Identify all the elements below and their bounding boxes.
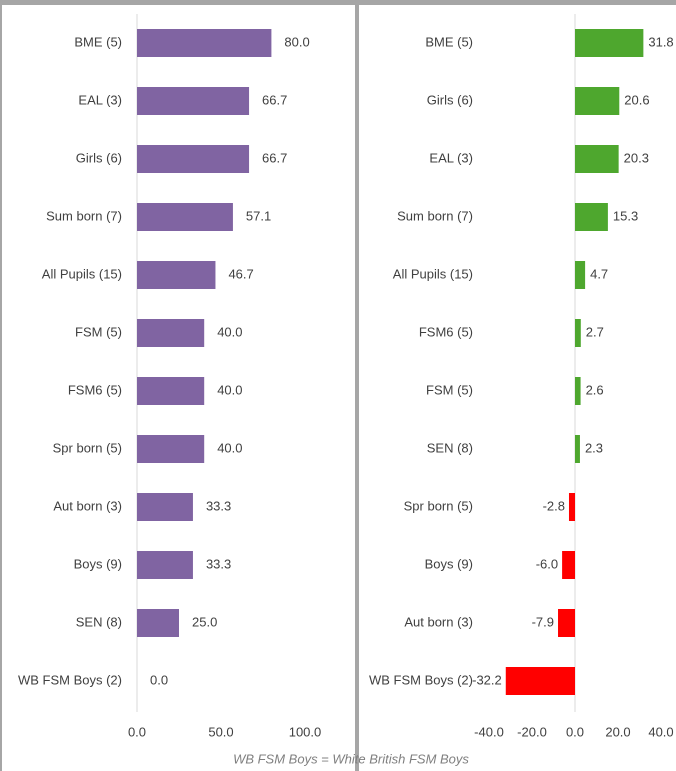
x-tick-label: -40.0 — [474, 724, 504, 739]
left-border — [0, 0, 2, 771]
bar — [137, 319, 205, 347]
bar — [137, 609, 179, 637]
value-label: -2.8 — [543, 498, 565, 513]
category-label: Spr born (5) — [53, 440, 122, 455]
category-label: EAL (3) — [78, 92, 122, 107]
value-label: 66.7 — [262, 150, 287, 165]
value-label: -7.9 — [532, 614, 554, 629]
value-label: 40.0 — [217, 382, 242, 397]
x-tick-label: -20.0 — [517, 724, 547, 739]
bar — [575, 87, 620, 115]
category-label: EAL (3) — [429, 150, 473, 165]
bar — [562, 551, 575, 579]
bar — [137, 551, 193, 579]
value-label: 20.6 — [624, 92, 649, 107]
value-label: 66.7 — [262, 92, 287, 107]
bar — [137, 145, 250, 173]
value-label: 4.7 — [590, 266, 608, 281]
bar — [505, 667, 575, 695]
value-label: 80.0 — [284, 34, 309, 49]
category-label: FSM (5) — [426, 382, 473, 397]
category-label: Boys (9) — [425, 556, 473, 571]
value-label: -32.2 — [472, 672, 502, 687]
value-label: 57.1 — [246, 208, 271, 223]
category-label: Aut born (3) — [53, 498, 122, 513]
footnote: WB FSM Boys = White British FSM Boys — [233, 751, 469, 766]
value-label: 25.0 — [192, 614, 217, 629]
category-label: SEN (8) — [76, 614, 122, 629]
bar — [137, 493, 193, 521]
value-label: 46.7 — [228, 266, 253, 281]
bar — [575, 377, 581, 405]
category-label: Boys (9) — [74, 556, 122, 571]
x-tick-label: 0.0 — [566, 724, 584, 739]
value-label: 33.3 — [206, 498, 231, 513]
value-label: 2.6 — [586, 382, 604, 397]
category-label: Girls (6) — [76, 150, 122, 165]
category-label: Girls (6) — [427, 92, 473, 107]
bar — [137, 377, 205, 405]
category-label: All Pupils (15) — [42, 266, 122, 281]
bar — [575, 203, 608, 231]
x-tick-label: 40.0 — [648, 724, 673, 739]
bar — [137, 435, 205, 463]
x-tick-label: 20.0 — [605, 724, 630, 739]
category-label: FSM6 (5) — [419, 324, 473, 339]
category-label: Sum born (7) — [397, 208, 473, 223]
category-label: Sum born (7) — [46, 208, 122, 223]
bar — [137, 87, 250, 115]
top-border — [0, 0, 676, 5]
x-tick-label: 100.0 — [289, 724, 322, 739]
value-label: 2.3 — [585, 440, 603, 455]
bar — [137, 203, 233, 231]
bar — [575, 145, 619, 173]
bar — [575, 261, 586, 289]
bar — [575, 29, 644, 57]
category-label: FSM6 (5) — [68, 382, 122, 397]
bar — [568, 493, 575, 521]
value-label: -6.0 — [536, 556, 558, 571]
bar — [558, 609, 575, 637]
value-label: 15.3 — [613, 208, 638, 223]
value-label: 40.0 — [217, 324, 242, 339]
bar — [137, 261, 216, 289]
bar — [575, 435, 580, 463]
separator — [355, 0, 359, 771]
value-label: 31.8 — [648, 34, 673, 49]
category-label: SEN (8) — [427, 440, 473, 455]
category-label: WB FSM Boys (2) — [18, 672, 122, 687]
value-label: 33.3 — [206, 556, 231, 571]
value-label: 2.7 — [586, 324, 604, 339]
category-label: Spr born (5) — [404, 498, 473, 513]
value-label: 40.0 — [217, 440, 242, 455]
bar — [137, 29, 272, 57]
category-label: All Pupils (15) — [393, 266, 473, 281]
bar — [575, 319, 581, 347]
category-label: WB FSM Boys (2) — [369, 672, 473, 687]
category-label: FSM (5) — [75, 324, 122, 339]
category-label: Aut born (3) — [404, 614, 473, 629]
value-label: 20.3 — [624, 150, 649, 165]
x-tick-label: 0.0 — [128, 724, 146, 739]
value-label: 0.0 — [150, 672, 168, 687]
category-label: BME (5) — [425, 34, 473, 49]
category-label: BME (5) — [74, 34, 122, 49]
x-tick-label: 50.0 — [208, 724, 233, 739]
